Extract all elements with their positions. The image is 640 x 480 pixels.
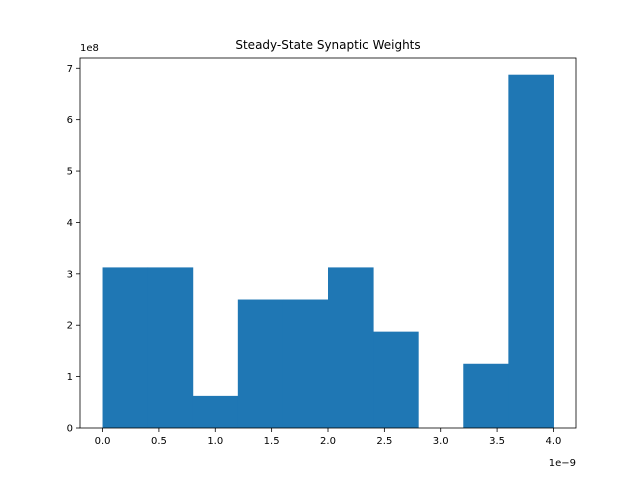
x-tick-label: 1.0 (207, 436, 223, 447)
x-tick-label: 0.0 (95, 436, 111, 447)
histogram-bar (373, 331, 419, 428)
x-offset-label: 1e−9 (549, 458, 576, 469)
x-axis: 0.0 0.5 1.0 1.5 2.0 2.5 3.0 3.5 4.0 (95, 428, 562, 447)
x-tick-label: 0.5 (151, 436, 167, 447)
histogram-bar (328, 267, 374, 428)
x-tick-label: 3.5 (489, 436, 505, 447)
y-tick-label: 7 (67, 64, 73, 75)
histogram-bar (192, 395, 239, 428)
histogram-bar (237, 299, 284, 428)
y-tick-label: 0 (67, 424, 73, 435)
x-tick-label: 2.0 (320, 436, 336, 447)
y-tick-label: 3 (67, 269, 73, 280)
bars (102, 74, 554, 428)
histogram-bar (282, 299, 329, 428)
histogram-bar (147, 267, 194, 428)
y-offset-label: 1e8 (80, 43, 99, 54)
x-tick-label: 2.5 (376, 436, 392, 447)
histogram-bar (508, 74, 554, 428)
y-axis: 0 1 2 3 4 5 6 7 (67, 64, 80, 435)
x-tick-label: 3.0 (433, 436, 449, 447)
chart-title: Steady-State Synaptic Weights (235, 38, 420, 52)
histogram-bar (102, 267, 149, 428)
x-tick-label: 1.5 (264, 436, 280, 447)
histogram-bar (463, 363, 509, 428)
y-tick-label: 4 (67, 218, 73, 229)
y-tick-label: 6 (67, 115, 73, 126)
y-tick-label: 1 (67, 372, 73, 383)
y-tick-label: 5 (67, 167, 73, 178)
y-tick-label: 2 (67, 321, 73, 332)
x-tick-label: 4.0 (546, 436, 562, 447)
